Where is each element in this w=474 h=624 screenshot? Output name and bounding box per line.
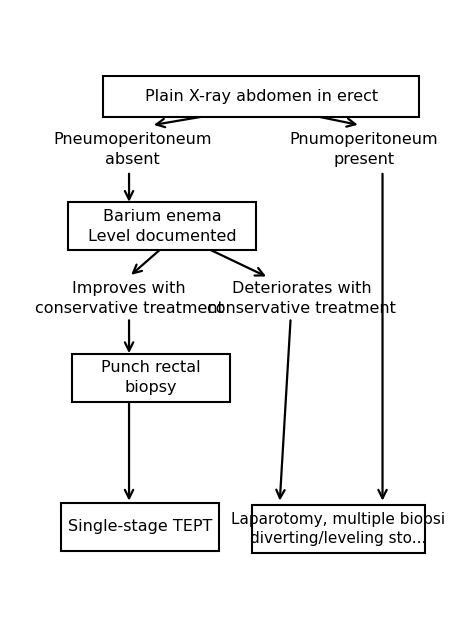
Text: Pneumoperitoneum
absent: Pneumoperitoneum absent — [54, 132, 212, 167]
Text: Plain X-ray abdomen in erect: Plain X-ray abdomen in erect — [145, 89, 378, 104]
FancyBboxPatch shape — [103, 76, 419, 117]
Text: Punch rectal
biopsy: Punch rectal biopsy — [101, 360, 201, 395]
Text: Barium enema
Level documented: Barium enema Level documented — [88, 209, 237, 243]
FancyBboxPatch shape — [68, 202, 256, 250]
Text: Improves with
conservative treatment: Improves with conservative treatment — [35, 281, 223, 316]
Text: Deteriorates with
conservative treatment: Deteriorates with conservative treatment — [207, 281, 396, 316]
Text: Single-stage TEPT: Single-stage TEPT — [68, 519, 212, 534]
Text: Laparotomy, multiple biopsi
diverting/leveling sto...: Laparotomy, multiple biopsi diverting/le… — [231, 512, 446, 547]
FancyBboxPatch shape — [61, 502, 219, 550]
Text: Pnumoperitoneum
present: Pnumoperitoneum present — [290, 132, 438, 167]
FancyBboxPatch shape — [252, 505, 425, 553]
FancyBboxPatch shape — [72, 354, 230, 402]
